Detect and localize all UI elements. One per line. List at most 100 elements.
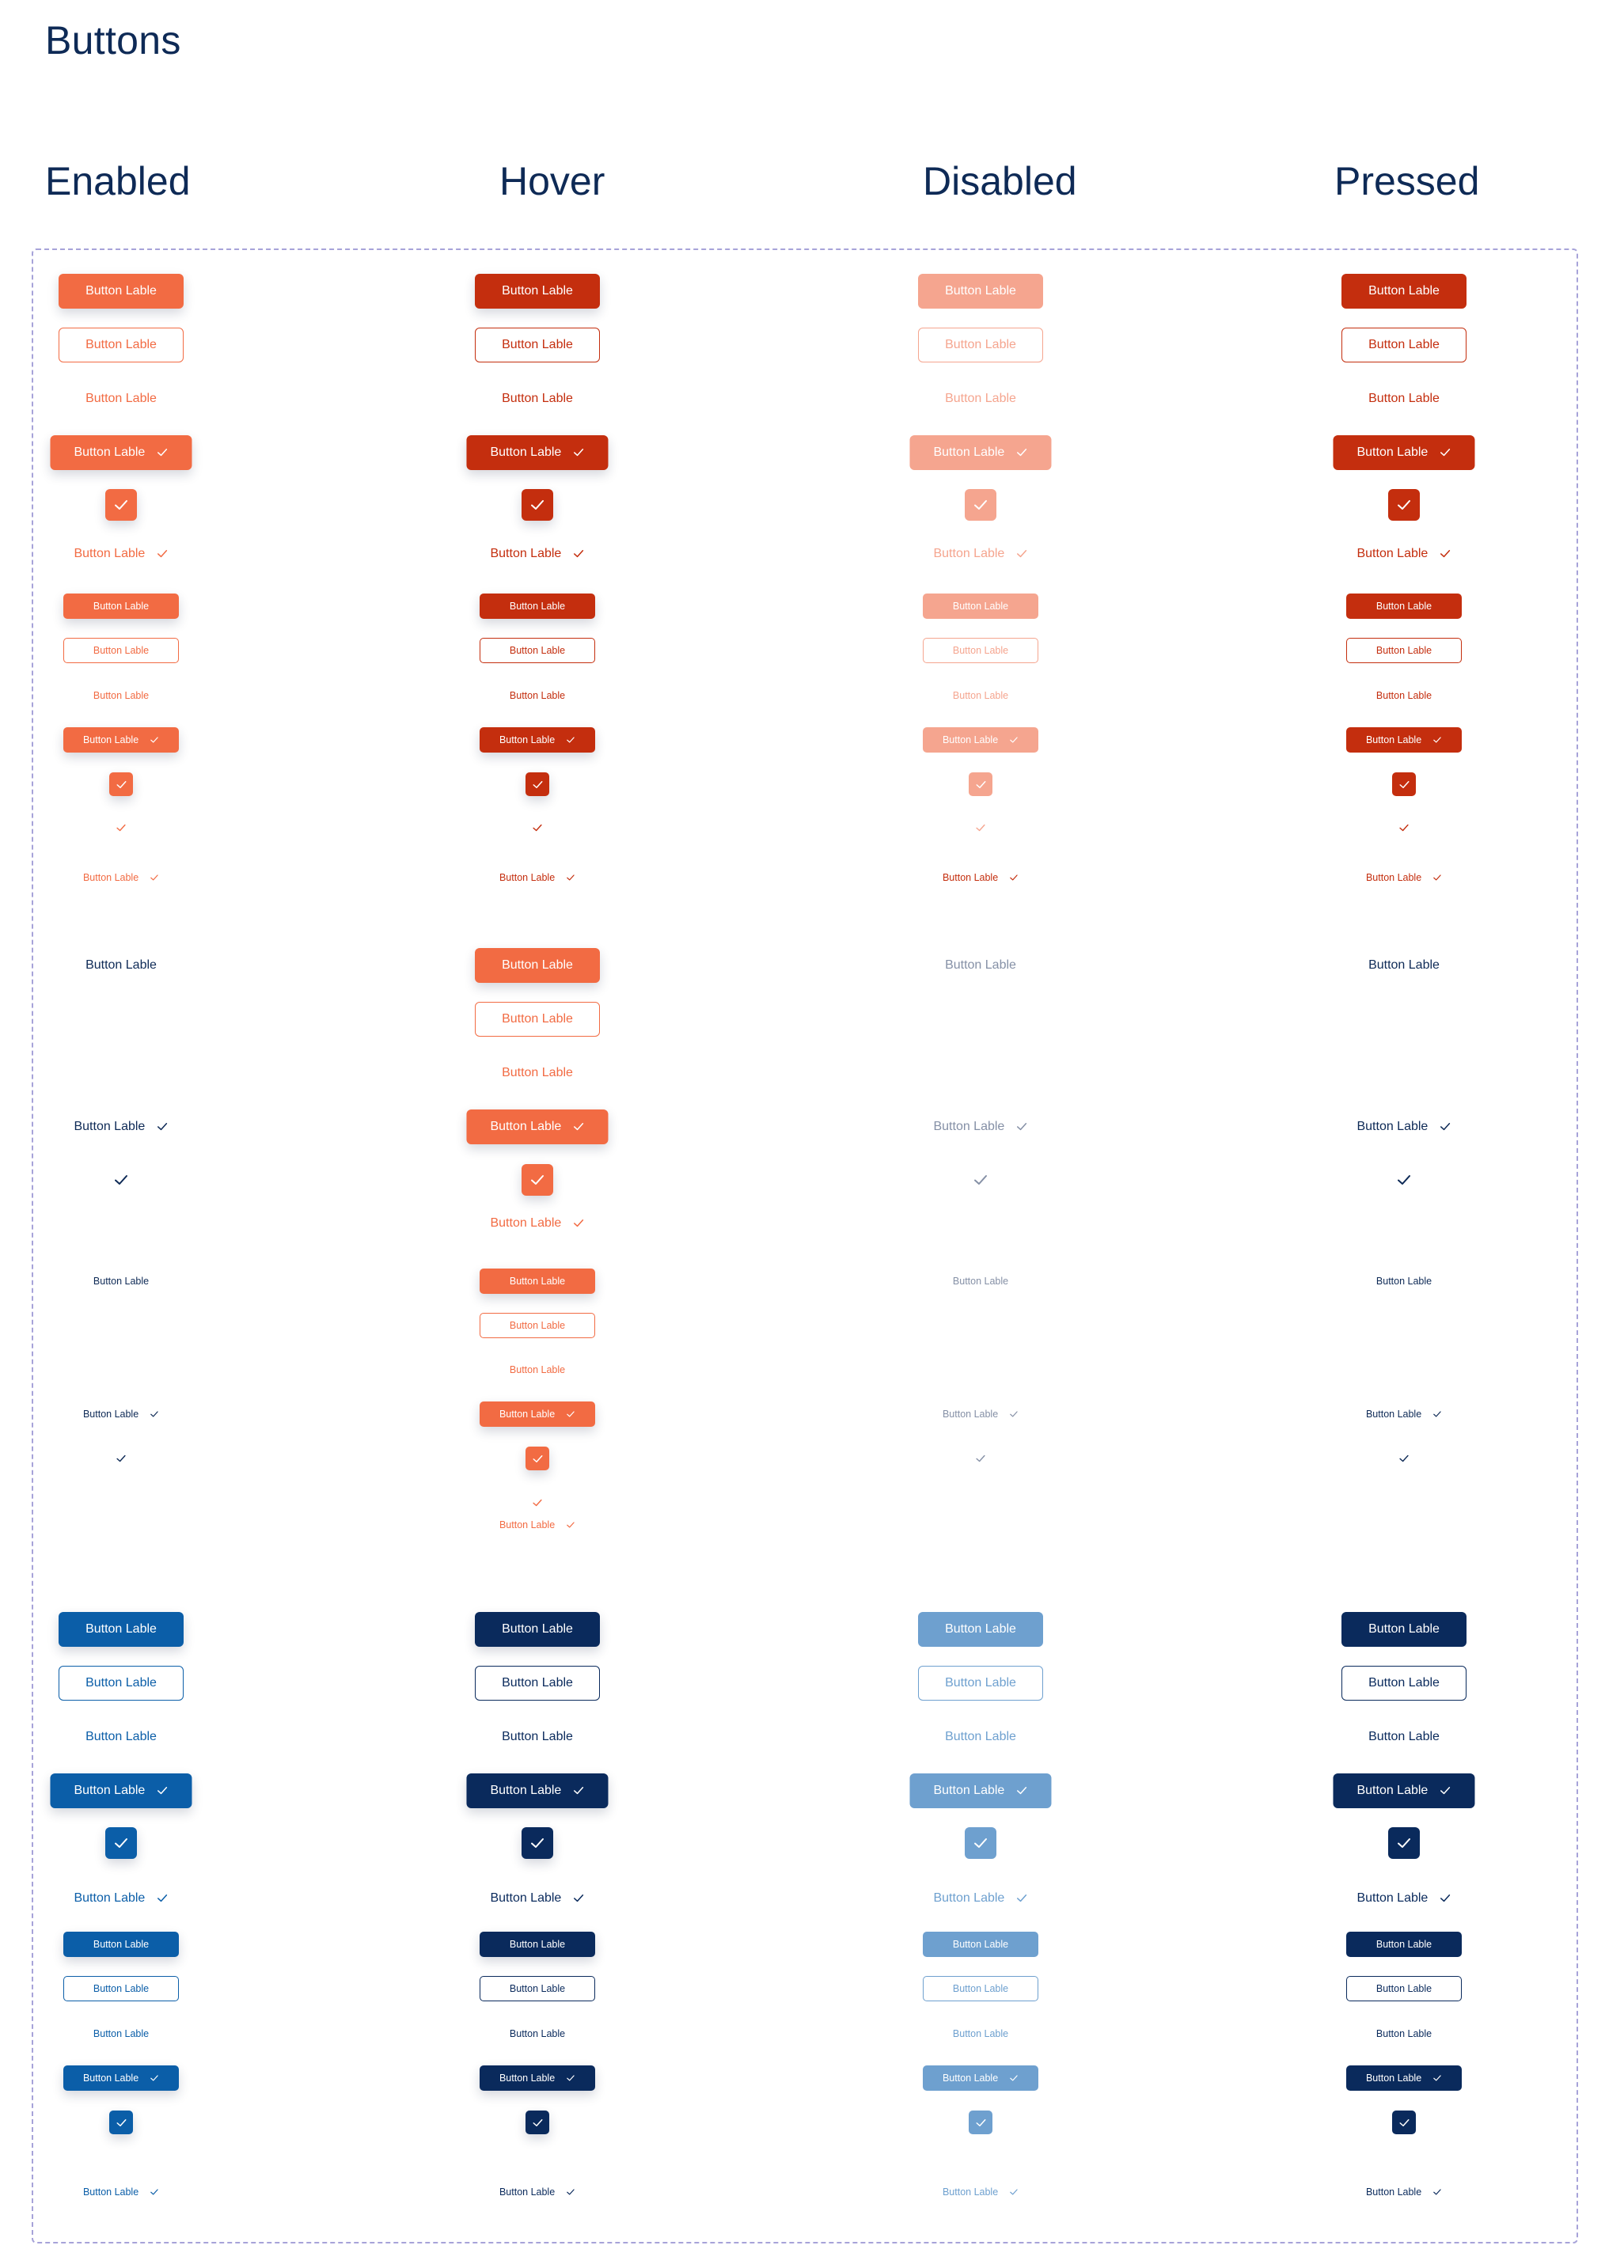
filled-button-hover[interactable]: Button Lable xyxy=(480,1269,595,1294)
filled-button-hover[interactable]: Button Lable xyxy=(480,594,595,619)
outline-button-pressed[interactable]: Button Lable xyxy=(1346,638,1462,663)
text-button-hover[interactable]: Button Lable xyxy=(510,683,565,708)
outline-button-enabled[interactable]: Button Lable xyxy=(63,638,179,663)
filled-button-hover[interactable]: Button Lable xyxy=(475,1612,600,1647)
filled-check-button-pressed[interactable]: Button Lable xyxy=(1333,435,1475,470)
check-toggle-hover[interactable] xyxy=(529,1495,545,1511)
text-check-button-pressed[interactable]: Button Lable xyxy=(1356,1881,1451,1916)
checkbox-pressed[interactable] xyxy=(1388,489,1420,521)
text-check-button-pressed[interactable]: Button Lable xyxy=(1366,865,1442,890)
text-button-pressed[interactable]: Button Lable xyxy=(1376,1269,1432,1294)
filled-check-button-hover[interactable]: Button Lable xyxy=(466,1109,609,1144)
text-button-enabled[interactable]: Button Lable xyxy=(93,683,149,708)
text-check-button-pressed[interactable]: Button Lable xyxy=(1356,537,1451,571)
filled-button-pressed[interactable]: Button Lable xyxy=(1341,274,1467,309)
outline-button-enabled[interactable]: Button Lable xyxy=(59,1666,184,1701)
filled-button-pressed[interactable]: Button Lable xyxy=(1346,1932,1462,1957)
outline-button-pressed[interactable]: Button Lable xyxy=(1341,328,1467,362)
text-button-hover[interactable]: Button Lable xyxy=(510,2021,565,2046)
outline-button-hover[interactable]: Button Lable xyxy=(475,1666,600,1701)
filled-check-button-hover[interactable]: Button Lable xyxy=(480,1401,595,1427)
filled-button-enabled[interactable]: Button Lable xyxy=(59,1612,184,1647)
checkbox-hover[interactable] xyxy=(526,2111,549,2134)
filled-check-button-hover[interactable]: Button Lable xyxy=(466,1773,609,1808)
text-button-pressed[interactable]: Button Lable xyxy=(1368,381,1440,416)
filled-check-button-enabled[interactable]: Button Lable xyxy=(63,727,179,753)
filled-button-pressed[interactable]: Button Lable xyxy=(1341,1612,1467,1647)
text-check-button-enabled[interactable]: Button Lable xyxy=(74,1109,168,1144)
checkbox-hover[interactable] xyxy=(526,772,549,796)
text-check-button-hover[interactable]: Button Lable xyxy=(490,537,584,571)
check-toggle-pressed[interactable] xyxy=(1396,820,1412,836)
text-button-enabled[interactable]: Button Lable xyxy=(85,381,157,416)
text-check-button-pressed[interactable]: Button Lable xyxy=(1366,1401,1442,1427)
checkbox-enabled[interactable] xyxy=(109,2111,133,2134)
text-button-pressed[interactable]: Button Lable xyxy=(1376,2021,1432,2046)
outline-button-hover[interactable]: Button Lable xyxy=(480,638,595,663)
filled-check-button-enabled[interactable]: Button Lable xyxy=(50,1773,192,1808)
text-button-enabled[interactable]: Button Lable xyxy=(93,1269,149,1294)
text-check-button-enabled[interactable]: Button Lable xyxy=(83,865,159,890)
checkbox-hover[interactable] xyxy=(522,1827,553,1859)
text-button-enabled[interactable]: Button Lable xyxy=(85,1720,157,1754)
filled-check-button-pressed[interactable]: Button Lable xyxy=(1346,727,1462,753)
outline-button-hover[interactable]: Button Lable xyxy=(480,1313,595,1338)
text-button-enabled[interactable]: Button Lable xyxy=(93,2021,149,2046)
filled-button-enabled[interactable]: Button Lable xyxy=(63,1932,179,1957)
text-check-button-enabled[interactable]: Button Lable xyxy=(74,537,168,571)
filled-button-hover[interactable]: Button Lable xyxy=(480,1932,595,1957)
text-button-enabled[interactable]: Button Lable xyxy=(85,948,157,983)
text-check-button-hover[interactable]: Button Lable xyxy=(499,1512,575,1538)
check-toggle-enabled[interactable] xyxy=(109,1168,133,1192)
text-button-pressed[interactable]: Button Lable xyxy=(1376,683,1432,708)
outline-button-enabled[interactable]: Button Lable xyxy=(59,328,184,362)
filled-button-hover[interactable]: Button Lable xyxy=(475,948,600,983)
filled-button-enabled[interactable]: Button Lable xyxy=(59,274,184,309)
checkbox-pressed[interactable] xyxy=(1388,1827,1420,1859)
filled-button-hover[interactable]: Button Lable xyxy=(475,274,600,309)
filled-check-button-hover[interactable]: Button Lable xyxy=(480,2065,595,2091)
checkbox-enabled[interactable] xyxy=(105,1827,137,1859)
checkbox-hover[interactable] xyxy=(522,1164,553,1196)
checkbox-pressed[interactable] xyxy=(1392,2111,1416,2134)
checkbox-enabled[interactable] xyxy=(105,489,137,521)
filled-check-button-enabled[interactable]: Button Lable xyxy=(63,2065,179,2091)
text-check-button-enabled[interactable]: Button Lable xyxy=(83,1401,159,1427)
text-check-button-hover[interactable]: Button Lable xyxy=(499,865,575,890)
text-button-hover[interactable]: Button Lable xyxy=(502,1056,573,1090)
text-check-button-pressed[interactable]: Button Lable xyxy=(1366,2179,1442,2205)
text-check-button-hover[interactable]: Button Lable xyxy=(499,2179,575,2205)
text-button-hover[interactable]: Button Lable xyxy=(510,1357,565,1382)
filled-button-enabled[interactable]: Button Lable xyxy=(63,594,179,619)
outline-button-pressed[interactable]: Button Lable xyxy=(1341,1666,1467,1701)
text-check-button-hover[interactable]: Button Lable xyxy=(490,1881,584,1916)
check-toggle-enabled[interactable] xyxy=(113,820,129,836)
outline-button-pressed[interactable]: Button Lable xyxy=(1346,1976,1462,2001)
text-check-button-enabled[interactable]: Button Lable xyxy=(74,1881,168,1916)
checkbox-pressed[interactable] xyxy=(1392,772,1416,796)
outline-button-hover[interactable]: Button Lable xyxy=(475,328,600,362)
filled-check-button-pressed[interactable]: Button Lable xyxy=(1333,1773,1475,1808)
outline-button-enabled[interactable]: Button Lable xyxy=(63,1976,179,2001)
filled-check-button-enabled[interactable]: Button Lable xyxy=(50,435,192,470)
text-check-button-pressed[interactable]: Button Lable xyxy=(1356,1109,1451,1144)
check-toggle-enabled[interactable] xyxy=(113,1451,129,1466)
filled-button-pressed[interactable]: Button Lable xyxy=(1346,594,1462,619)
text-button-pressed[interactable]: Button Lable xyxy=(1368,948,1440,983)
text-check-button-enabled[interactable]: Button Lable xyxy=(83,2179,159,2205)
outline-button-hover[interactable]: Button Lable xyxy=(475,1002,600,1037)
text-button-pressed[interactable]: Button Lable xyxy=(1368,1720,1440,1754)
check-toggle-pressed[interactable] xyxy=(1396,1451,1412,1466)
filled-check-button-hover[interactable]: Button Lable xyxy=(466,435,609,470)
checkbox-hover[interactable] xyxy=(522,489,553,521)
text-button-hover[interactable]: Button Lable xyxy=(502,1720,573,1754)
text-check-button-hover[interactable]: Button Lable xyxy=(490,1206,584,1241)
checkbox-enabled[interactable] xyxy=(109,772,133,796)
check-toggle-hover[interactable] xyxy=(529,820,545,836)
filled-check-button-hover[interactable]: Button Lable xyxy=(480,727,595,753)
outline-button-hover[interactable]: Button Lable xyxy=(480,1976,595,2001)
check-toggle-pressed[interactable] xyxy=(1392,1168,1416,1192)
checkbox-hover[interactable] xyxy=(526,1447,549,1470)
text-button-hover[interactable]: Button Lable xyxy=(502,381,573,416)
filled-check-button-pressed[interactable]: Button Lable xyxy=(1346,2065,1462,2091)
